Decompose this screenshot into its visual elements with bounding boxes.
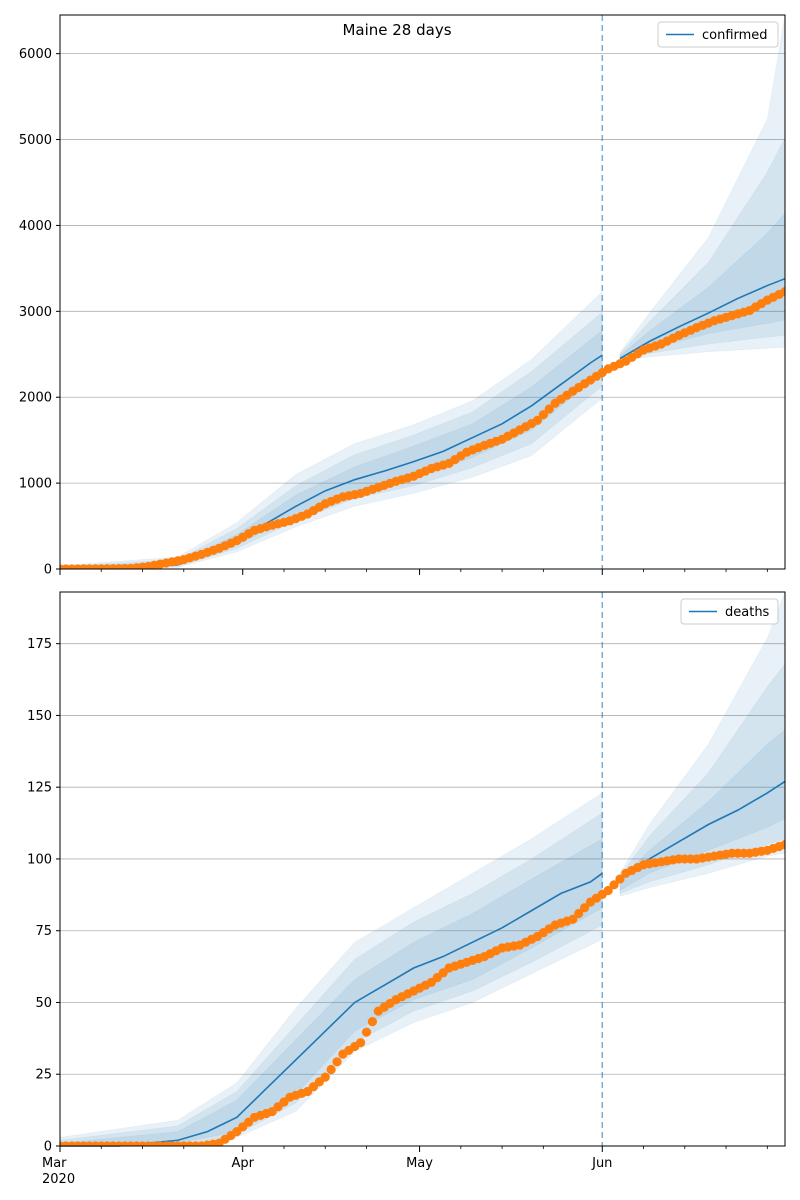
band-3-segment-2 bbox=[619, 729, 785, 892]
y-tick-label: 6000 bbox=[19, 47, 52, 62]
y-tick-label: 2000 bbox=[19, 391, 52, 406]
y-tick-label: 0 bbox=[44, 1140, 52, 1155]
band-1-segment-1 bbox=[60, 792, 603, 1146]
band-1-segment-2 bbox=[619, 15, 785, 362]
axes-frame bbox=[59, 14, 786, 570]
x-tick-label: Apr bbox=[231, 1156, 254, 1171]
legend-label: deaths bbox=[725, 605, 770, 620]
chart-title: Maine 28 days bbox=[342, 21, 451, 39]
x-tick-label: Jun bbox=[591, 1156, 612, 1171]
observed-point bbox=[568, 914, 578, 924]
legend: confirmed bbox=[657, 21, 779, 48]
uncertainty-bands bbox=[60, 15, 785, 569]
legend: deaths bbox=[680, 598, 779, 625]
observed-point bbox=[615, 874, 625, 884]
observed-point bbox=[579, 903, 590, 913]
observed-point bbox=[356, 1038, 366, 1048]
legend-box bbox=[680, 598, 779, 625]
model-line-segment-2 bbox=[619, 780, 786, 880]
x-tick-label: May bbox=[406, 1156, 433, 1171]
model-line-segment-1 bbox=[60, 872, 603, 1147]
y-tick-label: 4000 bbox=[19, 219, 52, 234]
observed-points bbox=[60, 286, 785, 569]
y-tick-label: 5000 bbox=[19, 133, 52, 148]
observed-point bbox=[574, 908, 584, 919]
observed-point bbox=[544, 404, 554, 414]
observed-point bbox=[532, 415, 543, 426]
legend-box bbox=[657, 21, 779, 48]
observed-point bbox=[780, 840, 785, 850]
y-tick-label: 75 bbox=[35, 924, 52, 939]
observed-point bbox=[609, 880, 619, 890]
observed-point bbox=[603, 885, 613, 896]
axes-frame bbox=[59, 591, 786, 1147]
y-tick-label: 0 bbox=[44, 563, 52, 578]
legend-label: confirmed bbox=[702, 28, 768, 43]
y-tick-label: 100 bbox=[27, 852, 52, 867]
y-tick-label: 1000 bbox=[19, 477, 52, 492]
observed-points bbox=[60, 840, 785, 1146]
observed-point bbox=[367, 1017, 377, 1027]
y-tick-label: 175 bbox=[27, 637, 52, 652]
observed-point bbox=[326, 1064, 336, 1075]
observed-point bbox=[361, 1027, 372, 1037]
plot-panel-1: 0 1000 2000 3000 4000 5000 6000 Maine 28 days co… bbox=[19, 14, 786, 578]
band-1-segment-2 bbox=[619, 592, 785, 897]
observed-point bbox=[320, 1072, 330, 1082]
observed-point bbox=[780, 286, 785, 297]
observed-point bbox=[332, 1057, 342, 1067]
y-tick-label: 3000 bbox=[19, 305, 52, 320]
x-tick-label: Mar bbox=[42, 1156, 67, 1171]
y-tick-label: 25 bbox=[35, 1068, 52, 1083]
model-line-segment-2 bbox=[619, 277, 786, 360]
x-tick-label: 2020 bbox=[42, 1172, 75, 1187]
uncertainty-bands bbox=[60, 592, 785, 1146]
observed-point bbox=[538, 410, 548, 420]
y-tick-label: 125 bbox=[27, 781, 52, 796]
y-tick-label: 150 bbox=[27, 709, 52, 724]
y-tick-label: 50 bbox=[35, 996, 52, 1011]
band-2-segment-1 bbox=[60, 311, 603, 569]
band-2-segment-2 bbox=[619, 663, 785, 894]
